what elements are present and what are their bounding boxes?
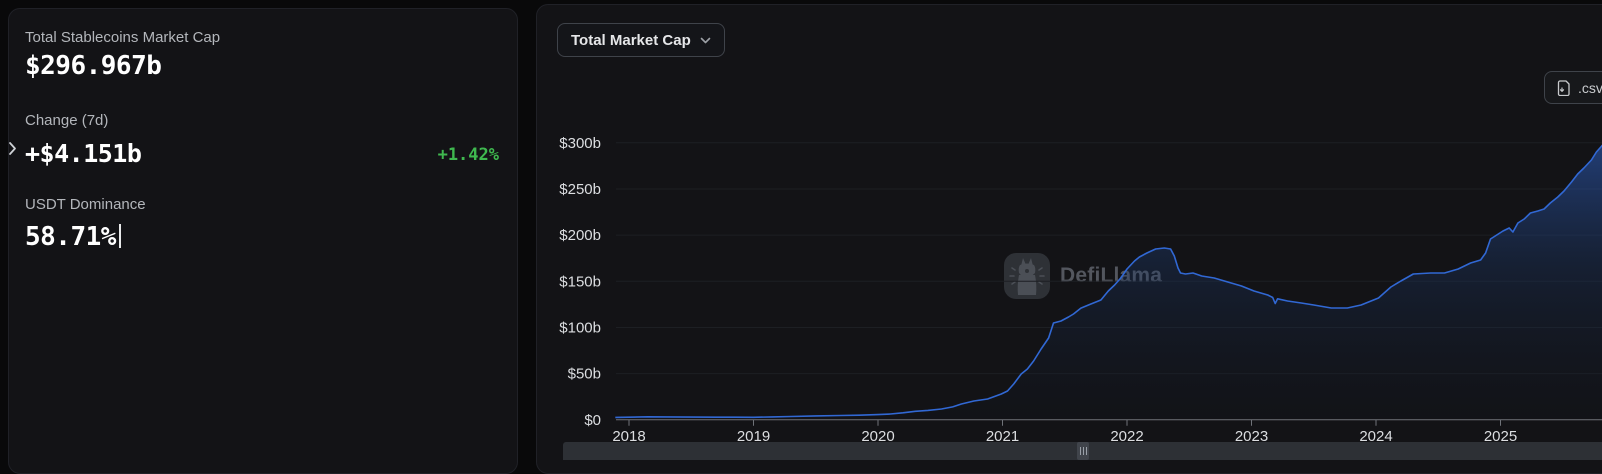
x-axis-label: 2024 [1359,428,1392,445]
y-axis-label: $50b [568,366,601,383]
change-7d-percent: +1.42% [437,145,499,165]
file-download-icon [1557,79,1570,96]
metric-dropdown-label: Total Market Cap [571,31,691,49]
x-axis-label: 2022 [1110,428,1143,445]
x-axis-label: 2025 [1484,428,1517,445]
total-market-cap-value: $296.967b [25,51,162,81]
x-axis-label: 2023 [1235,428,1268,445]
download-csv-button[interactable]: .csv [1544,71,1602,104]
chevron-right-icon [8,141,16,155]
market-cap-area-chart[interactable]: $0 $50b $100b $150b $200b $250b $300b 2018 2019 2… [537,5,1602,459]
x-axis-label: 2021 [986,428,1019,445]
chart-zoom-scrollbar[interactable] [563,442,1602,460]
market-cap-area-fill [615,145,1602,419]
usdt-dominance-value: 58.71% [25,222,121,252]
usdt-dominance-label: USDT Dominance [25,196,146,213]
x-axis-label: 2020 [861,428,894,445]
total-market-cap-label: Total Stablecoins Market Cap [25,29,221,46]
y-axis-label: $150b [559,273,601,290]
y-axis-label: $200b [559,227,601,244]
usdt-dominance-number: 58.71% [25,222,116,252]
metric-dropdown[interactable]: Total Market Cap [557,23,725,57]
stablecoins-chart-panel: Total Market Cap .csv [536,4,1602,474]
stablecoins-dashboard: { "stats_panel": { "market_cap": { "labe… [3,4,1602,474]
y-axis-label: $300b [559,135,601,152]
chevron-down-icon [700,37,711,43]
text-cursor [118,224,121,248]
x-axis-label: 2019 [737,428,770,445]
x-axis-label: 2018 [612,428,645,445]
y-axis-label: $250b [559,181,601,198]
y-axis-label: $0 [584,412,601,429]
change-7d-value: +$4.151b [25,139,142,168]
csv-button-label: .csv [1578,79,1602,96]
y-axis-label: $100b [559,320,601,337]
collapse-panel-button[interactable] [3,137,21,159]
stablecoin-stats-panel: Total Stablecoins Market Cap $296.967b C… [8,8,518,474]
market-cap-line [615,144,1602,419]
zoom-scrollbar-handle[interactable] [1077,442,1089,460]
change-7d-label: Change (7d) [25,112,109,129]
